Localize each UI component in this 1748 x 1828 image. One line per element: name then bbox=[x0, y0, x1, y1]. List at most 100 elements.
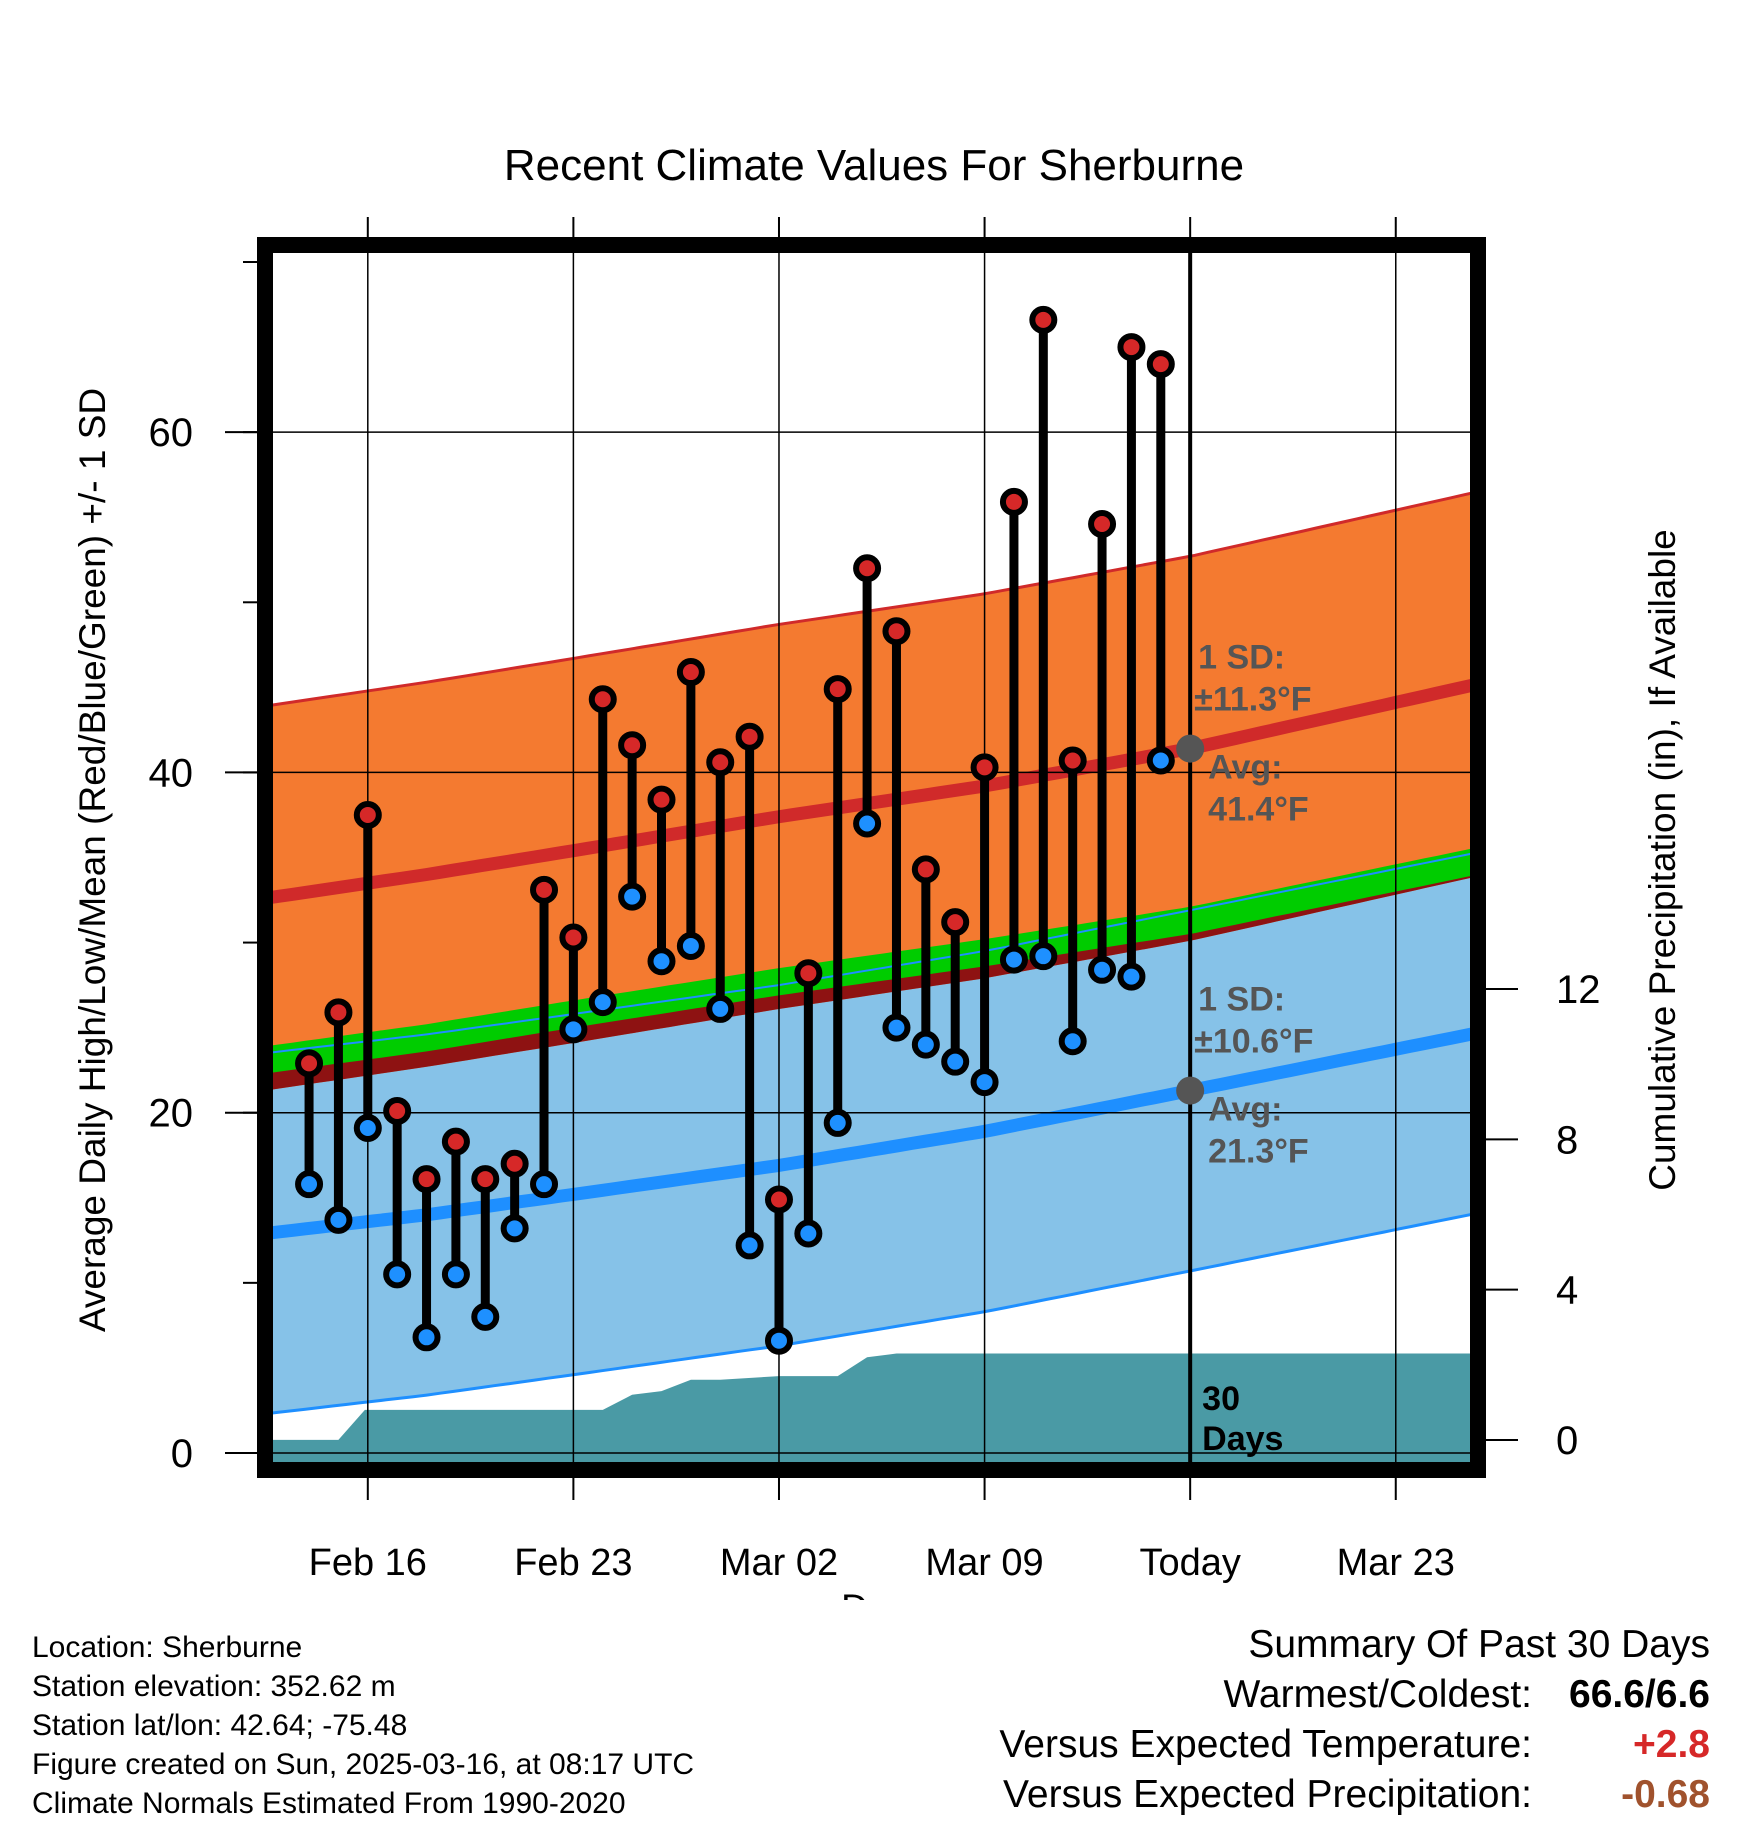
y-tick-label: 20 bbox=[149, 1092, 194, 1136]
plot-frame bbox=[257, 237, 1486, 1478]
high-avg-label: Avg: bbox=[1208, 749, 1282, 787]
daily-low-point bbox=[853, 809, 882, 838]
daily-high-point bbox=[471, 1165, 500, 1194]
daily-low-point bbox=[1058, 1027, 1087, 1056]
x-tick-label: Feb 23 bbox=[514, 1542, 632, 1584]
y2-tick-label: 8 bbox=[1556, 1118, 1578, 1162]
daily-high-point bbox=[823, 675, 852, 704]
daily-high-point bbox=[1088, 510, 1117, 539]
daily-high-point bbox=[500, 1149, 529, 1178]
y-tick-label: 0 bbox=[171, 1432, 193, 1476]
daily-low-point bbox=[882, 1013, 911, 1042]
daily-high-point bbox=[559, 923, 588, 952]
x-tick-label: Feb 16 bbox=[309, 1542, 427, 1584]
daily-low-point bbox=[735, 1231, 764, 1260]
daily-high-point bbox=[618, 731, 647, 760]
daily-high-point bbox=[295, 1049, 324, 1078]
y2-tick-label: 4 bbox=[1556, 1269, 1578, 1313]
daily-high-point bbox=[1146, 350, 1175, 379]
today-high-normal-point bbox=[1176, 734, 1205, 763]
elevation-text: Station elevation: 352.62 m bbox=[32, 1670, 396, 1703]
y2-axis-label: Cumulative Precipitation (in), If Availa… bbox=[1642, 529, 1683, 1191]
daily-low-point bbox=[764, 1326, 793, 1355]
daily-low-point bbox=[647, 947, 676, 976]
high-avg-value: 41.4°F bbox=[1208, 791, 1309, 829]
daily-low-point bbox=[295, 1170, 324, 1199]
created-text: Figure created on Sun, 2025-03-16, at 08… bbox=[32, 1748, 695, 1781]
daily-low-point bbox=[794, 1219, 823, 1248]
daily-high-point bbox=[530, 875, 559, 904]
daily-high-point bbox=[1058, 746, 1087, 775]
warm-cold-value: 66.6/6.6 bbox=[1569, 1673, 1710, 1716]
precip-value: -0.68 bbox=[1621, 1773, 1710, 1816]
low-sd-upper-edge bbox=[265, 851, 1478, 1055]
warm-cold-label: Warmest/Coldest: bbox=[1223, 1673, 1532, 1716]
y-tick-label: 40 bbox=[149, 751, 194, 795]
summary-panel: Summary Of Past 30 Days Warmest/Coldest:… bbox=[810, 1620, 1710, 1820]
normals-text: Climate Normals Estimated From 1990-2020 bbox=[32, 1787, 626, 1820]
temp-row: Versus Expected Temperature: +2.8 bbox=[810, 1720, 1710, 1770]
station-info: Location: Sherburne Station elevation: 3… bbox=[32, 1628, 694, 1823]
daily-high-point bbox=[676, 658, 705, 687]
daily-low-point bbox=[1117, 962, 1146, 991]
low-avg-label: Avg: bbox=[1208, 1091, 1282, 1129]
daily-low-point bbox=[970, 1068, 999, 1097]
warm-cold-row: Warmest/Coldest: 66.6/6.6 bbox=[810, 1670, 1710, 1720]
daily-high-point bbox=[441, 1127, 470, 1156]
high-sd-label: 1 SD: bbox=[1198, 639, 1285, 677]
summary-title: Summary Of Past 30 Days bbox=[1248, 1623, 1710, 1666]
daily-low-point bbox=[1146, 746, 1175, 775]
daily-high-point bbox=[1117, 333, 1146, 362]
low-avg-value: 21.3°F bbox=[1208, 1133, 1309, 1171]
low-normal-line bbox=[265, 1026, 1478, 1240]
daily-low-point bbox=[383, 1260, 412, 1289]
daily-low-point bbox=[324, 1205, 353, 1234]
daily-low-point bbox=[999, 945, 1028, 974]
daily-low-point bbox=[1088, 955, 1117, 984]
location-text: Location: Sherburne bbox=[32, 1631, 303, 1664]
chart-title: Recent Climate Values For Sherburne bbox=[504, 141, 1244, 190]
daily-low-point bbox=[441, 1260, 470, 1289]
temp-label: Versus Expected Temperature: bbox=[999, 1723, 1532, 1766]
daily-low-point bbox=[412, 1323, 441, 1352]
daily-high-point bbox=[735, 722, 764, 751]
low-sd-label: 1 SD: bbox=[1198, 981, 1285, 1019]
y2-tick-label: 12 bbox=[1556, 968, 1601, 1012]
daily-high-point bbox=[941, 908, 970, 937]
daily-low-point bbox=[530, 1170, 559, 1199]
daily-low-point bbox=[706, 994, 735, 1023]
daily-low-point bbox=[588, 988, 617, 1017]
climate-chart: Recent Climate Values For Sherburne 1 SD… bbox=[72, 141, 1683, 1600]
x-axis-label: Day bbox=[841, 1587, 907, 1600]
y-tick-label: 60 bbox=[149, 411, 194, 455]
precip-period-value: 30 bbox=[1202, 1380, 1240, 1418]
precip-row: Versus Expected Precipitation: -0.68 bbox=[810, 1770, 1710, 1820]
daily-high-point bbox=[588, 685, 617, 714]
daily-low-point bbox=[559, 1015, 588, 1044]
daily-low-point bbox=[471, 1302, 500, 1331]
daily-high-point bbox=[383, 1097, 412, 1126]
daily-low-point bbox=[1029, 942, 1058, 971]
x-tick-label: Today bbox=[1139, 1542, 1240, 1584]
temp-value: +2.8 bbox=[1633, 1723, 1710, 1766]
daily-low-point bbox=[676, 931, 705, 960]
daily-high-point bbox=[999, 487, 1028, 516]
low-sd-lower-edge bbox=[265, 1211, 1478, 1416]
daily-high-point bbox=[647, 785, 676, 814]
daily-low-point bbox=[618, 882, 647, 911]
daily-high-point bbox=[353, 800, 382, 829]
x-tick-label: Mar 09 bbox=[925, 1542, 1043, 1584]
precip-area bbox=[265, 1353, 1478, 1470]
x-tick-label: Mar 23 bbox=[1337, 1542, 1455, 1584]
precip-label: Versus Expected Precipitation: bbox=[1003, 1773, 1532, 1816]
summary-title-row: Summary Of Past 30 Days bbox=[810, 1620, 1710, 1670]
daily-high-point bbox=[794, 959, 823, 988]
daily-high-point bbox=[970, 753, 999, 782]
daily-low-point bbox=[823, 1108, 852, 1137]
daily-high-point bbox=[412, 1165, 441, 1194]
daily-high-point bbox=[853, 554, 882, 583]
daily-low-point bbox=[911, 1030, 940, 1059]
y2-tick-label: 0 bbox=[1556, 1419, 1578, 1463]
daily-high-point bbox=[764, 1185, 793, 1214]
daily-low-point bbox=[353, 1114, 382, 1143]
